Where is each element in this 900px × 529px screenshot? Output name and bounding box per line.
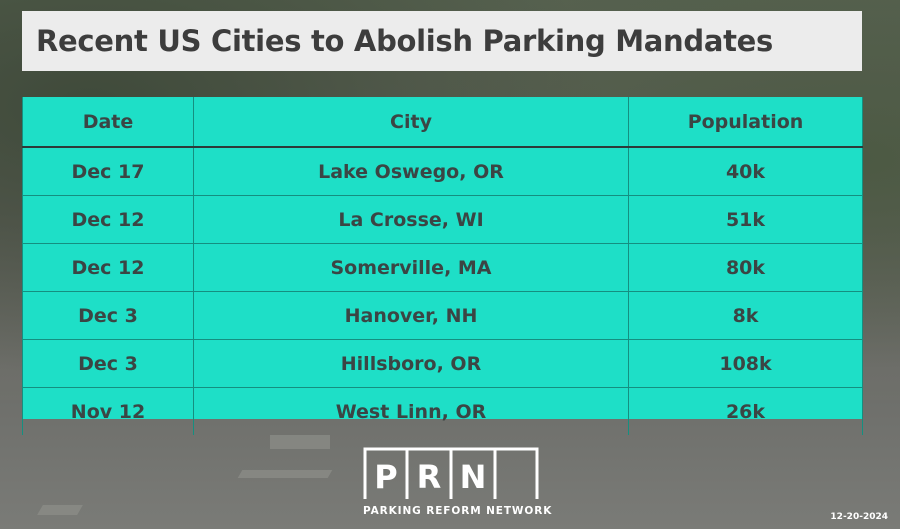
table-row: Dec 12 Somerville, MA 80k bbox=[22, 243, 863, 292]
table-row: Dec 3 Hanover, NH 8k bbox=[22, 291, 863, 340]
cell-date: Dec 12 bbox=[22, 195, 194, 244]
road-marking bbox=[237, 470, 333, 478]
cell-date: Dec 3 bbox=[22, 339, 194, 388]
column-header-population: Population bbox=[628, 97, 863, 148]
cell-population: 80k bbox=[628, 243, 863, 292]
cell-date: Dec 3 bbox=[22, 291, 194, 340]
cell-city: Hillsboro, OR bbox=[193, 339, 629, 388]
cell-city: Lake Oswego, OR bbox=[193, 147, 629, 196]
column-header-date: Date bbox=[22, 97, 194, 148]
cell-population: 51k bbox=[628, 195, 863, 244]
table-row: Dec 12 La Crosse, WI 51k bbox=[22, 195, 863, 244]
cell-city: La Crosse, WI bbox=[193, 195, 629, 244]
cell-city: West Linn, OR bbox=[193, 387, 629, 435]
logo-letter-r: R bbox=[417, 458, 442, 496]
logo-letter-n: N bbox=[460, 458, 487, 496]
cell-population: 108k bbox=[628, 339, 863, 388]
cell-population: 26k bbox=[628, 387, 863, 435]
mandates-table: Date City Population Dec 17 Lake Oswego,… bbox=[22, 97, 863, 435]
prn-logo: P R N bbox=[363, 447, 539, 499]
logo-letter-p: P bbox=[374, 458, 397, 496]
table-row: Nov 12 West Linn, OR 26k bbox=[22, 387, 863, 435]
table-row: Dec 3 Hillsboro, OR 108k bbox=[22, 339, 863, 388]
page-title: Recent US Cities to Abolish Parking Mand… bbox=[36, 24, 774, 58]
table-row: Dec 17 Lake Oswego, OR 40k bbox=[22, 147, 863, 196]
cell-date: Dec 17 bbox=[22, 147, 194, 196]
logo-organization-name: PARKING REFORM NETWORK bbox=[363, 505, 553, 517]
cell-population: 8k bbox=[628, 291, 863, 340]
cell-date: Dec 12 bbox=[22, 243, 194, 292]
road-marking bbox=[37, 505, 83, 515]
cell-date: Nov 12 bbox=[22, 387, 194, 435]
cell-city: Hanover, NH bbox=[193, 291, 629, 340]
cell-population: 40k bbox=[628, 147, 863, 196]
cell-city: Somerville, MA bbox=[193, 243, 629, 292]
title-bar: Recent US Cities to Abolish Parking Mand… bbox=[22, 11, 862, 71]
date-stamp: 12-20-2024 bbox=[830, 512, 888, 522]
column-header-city: City bbox=[193, 97, 629, 148]
table-header-row: Date City Population bbox=[22, 97, 863, 148]
road-marking bbox=[270, 435, 330, 449]
